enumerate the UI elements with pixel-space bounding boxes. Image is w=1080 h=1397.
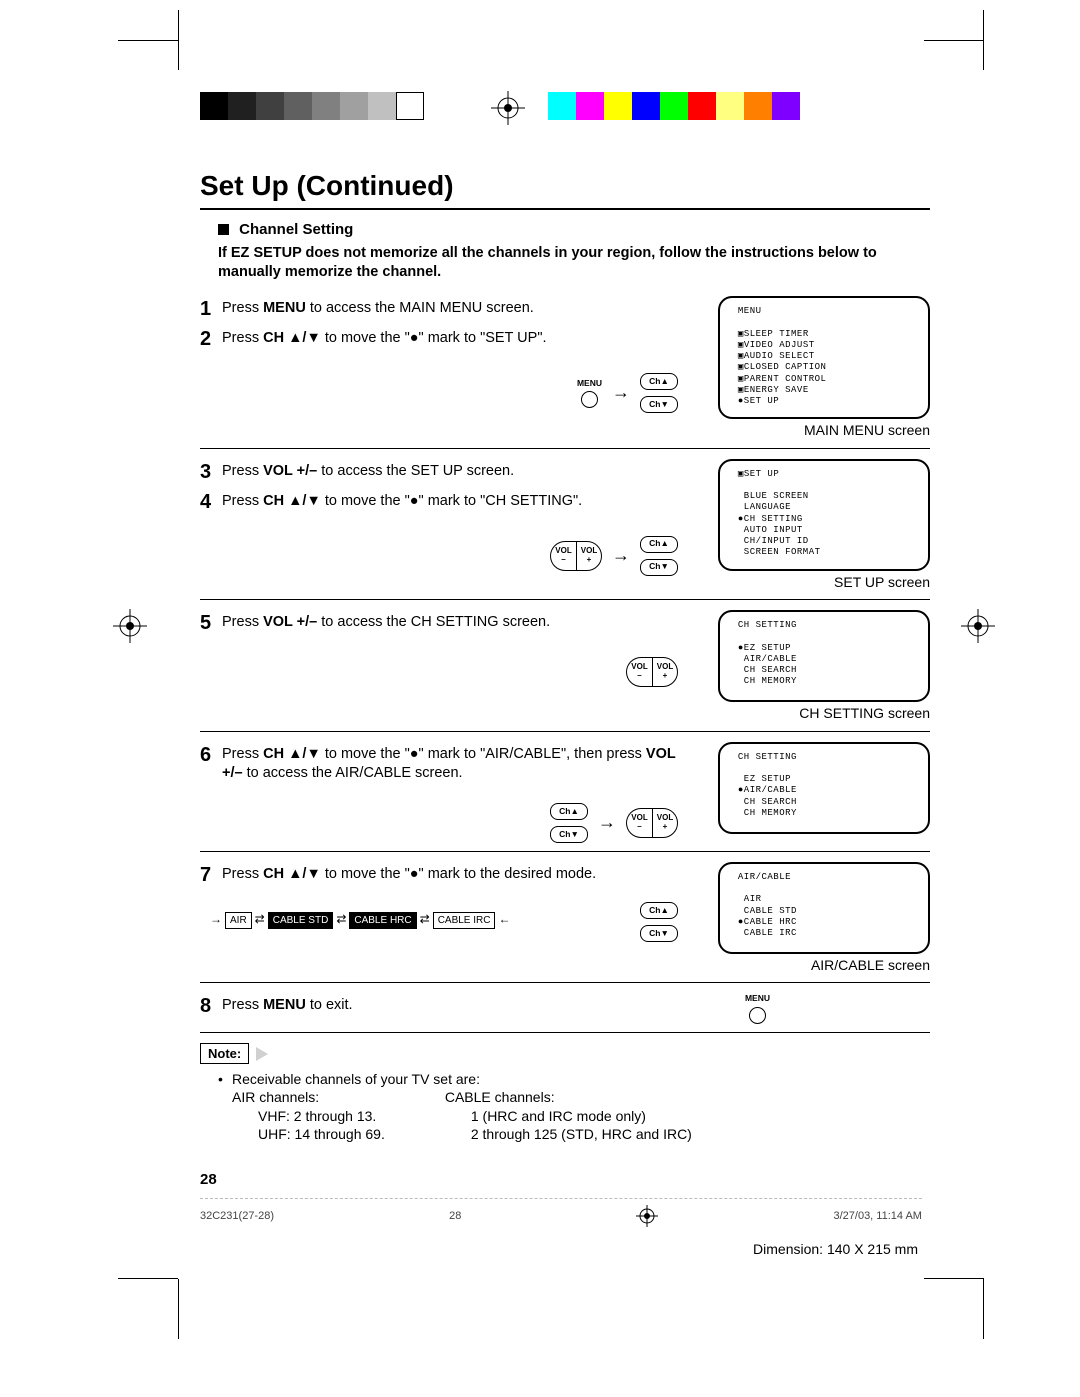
arrow-right-icon: → bbox=[612, 544, 630, 568]
setup-osd: ▣SET UP BLUE SCREEN LANGUAGE ●CH SETTING… bbox=[718, 459, 930, 571]
arrow-right-icon: → bbox=[612, 381, 630, 405]
registration-mark-icon bbox=[636, 1205, 658, 1227]
air-cable-osd: AIR/CABLE AIR CABLE STD ●CABLE HRC CABLE… bbox=[718, 862, 930, 954]
mode-cycle: → AIR ⇄ CABLE STD ⇄ CABLE HRC ⇄ CABLE IR… bbox=[210, 912, 510, 929]
vol-buttons-icon: VOL– VOL+ bbox=[626, 657, 678, 687]
square-bullet-icon bbox=[218, 224, 229, 235]
crop-mark bbox=[178, 1279, 179, 1339]
divider bbox=[200, 731, 930, 732]
ch-down-button-icon: Ch▼ bbox=[640, 396, 678, 413]
divider bbox=[200, 851, 930, 852]
step-number: 3 bbox=[200, 459, 222, 485]
arrow-right-icon: → bbox=[598, 811, 616, 835]
content-area: Set Up (Continued) Channel Setting If EZ… bbox=[200, 168, 930, 1190]
divider bbox=[200, 599, 930, 600]
step-number: 1 bbox=[200, 296, 222, 322]
note-list: Receivable channels of your TV set are: bbox=[218, 1070, 930, 1088]
registration-mark-icon bbox=[490, 90, 526, 126]
note-label: Note: bbox=[200, 1043, 249, 1064]
step-5-text: Press VOL +/– to access the CH SETTING s… bbox=[222, 610, 698, 632]
step-1-text: Press MENU to access the MAIN MENU scree… bbox=[222, 296, 698, 318]
setup-caption: SET UP screen bbox=[718, 573, 930, 591]
color-bar bbox=[548, 92, 800, 120]
ch-up-button-icon: Ch▲ bbox=[640, 536, 678, 553]
intro-text: If EZ SETUP does not memorize all the ch… bbox=[218, 244, 930, 282]
step-number: 5 bbox=[200, 610, 222, 636]
footer-page: 28 bbox=[449, 1210, 461, 1222]
ch-setting-osd: CH SETTING ●EZ SETUP AIR/CABLE CH SEARCH… bbox=[718, 610, 930, 702]
footer-date: 3/27/03, 11:14 AM bbox=[833, 1210, 921, 1222]
registration-mark-icon bbox=[960, 608, 996, 644]
print-footer: 32C231(27-28) 28 3/27/03, 11:14 AM bbox=[200, 1198, 922, 1227]
menu-button-icon: MENU bbox=[577, 378, 602, 408]
channel-setting-heading: Channel Setting bbox=[218, 220, 930, 240]
registration-mark-icon bbox=[112, 608, 148, 644]
mode-cable-irc: CABLE IRC bbox=[433, 912, 496, 929]
dimension-text: Dimension: 140 X 215 mm bbox=[753, 1241, 918, 1257]
crop-mark bbox=[924, 40, 984, 41]
crop-mark bbox=[924, 1278, 984, 1279]
ch-setting-osd-2: CH SETTING EZ SETUP ●AIR/CABLE CH SEARCH… bbox=[718, 742, 930, 834]
ch-up-button-icon: Ch▲ bbox=[640, 373, 678, 390]
step-4-text: Press CH ▲/▼ to move the "●" mark to "CH… bbox=[222, 489, 698, 511]
crop-mark bbox=[118, 1278, 178, 1279]
step-2-text: Press CH ▲/▼ to move the "●" mark to "SE… bbox=[222, 326, 698, 348]
step-number: 2 bbox=[200, 326, 222, 352]
ch-down-button-icon: Ch▼ bbox=[640, 559, 678, 576]
main-menu-caption: MAIN MENU screen bbox=[718, 421, 930, 439]
mode-cable-hrc: CABLE HRC bbox=[349, 912, 416, 929]
crop-mark bbox=[118, 40, 178, 41]
mode-cable-std: CABLE STD bbox=[268, 912, 334, 929]
grayscale-color-bar bbox=[200, 92, 424, 120]
divider bbox=[200, 448, 930, 449]
channel-setting-label: Channel Setting bbox=[239, 221, 353, 238]
step-number: 6 bbox=[200, 742, 222, 768]
page-number: 28 bbox=[200, 1170, 930, 1190]
page: Set Up (Continued) Channel Setting If EZ… bbox=[0, 0, 1080, 1397]
step-number: 7 bbox=[200, 862, 222, 888]
step-number: 4 bbox=[200, 489, 222, 515]
triangle-right-icon bbox=[256, 1047, 268, 1061]
divider bbox=[200, 982, 930, 983]
air-cable-caption: AIR/CABLE screen bbox=[718, 956, 930, 974]
divider bbox=[200, 1032, 930, 1033]
air-channels-col: AIR channels: VHF: 2 through 13. UHF: 14… bbox=[232, 1088, 385, 1143]
ch-up-button-icon: Ch▲ bbox=[550, 803, 588, 820]
footer-filename: 32C231(27-28) bbox=[200, 1210, 274, 1222]
menu-button-icon: MENU bbox=[745, 993, 770, 1023]
step-3-text: Press VOL +/– to access the SET UP scree… bbox=[222, 459, 698, 481]
step-number: 8 bbox=[200, 993, 222, 1019]
ch-up-button-icon: Ch▲ bbox=[640, 902, 678, 919]
crop-mark bbox=[983, 10, 984, 70]
mode-air: AIR bbox=[225, 912, 252, 929]
ch-down-button-icon: Ch▼ bbox=[550, 826, 588, 843]
vol-buttons-icon: VOL– VOL+ bbox=[550, 541, 602, 571]
note-line-1: Receivable channels of your TV set are: bbox=[218, 1070, 930, 1088]
cable-channels-col: CABLE channels: 1 (HRC and IRC mode only… bbox=[445, 1088, 692, 1143]
step-7-text: Press CH ▲/▼ to move the "●" mark to the… bbox=[222, 862, 698, 884]
ch-down-button-icon: Ch▼ bbox=[640, 925, 678, 942]
vol-buttons-icon: VOL– VOL+ bbox=[626, 808, 678, 838]
step-8-text: Press MENU to exit. bbox=[222, 993, 725, 1015]
page-title: Set Up (Continued) bbox=[200, 168, 930, 210]
crop-mark bbox=[178, 10, 179, 70]
main-menu-osd: MENU ▣SLEEP TIMER ▣VIDEO ADJUST ▣AUDIO S… bbox=[718, 296, 930, 419]
crop-mark bbox=[983, 1279, 984, 1339]
ch-setting-caption: CH SETTING screen bbox=[718, 704, 930, 722]
step-6-text: Press CH ▲/▼ to move the "●" mark to "AI… bbox=[222, 742, 698, 783]
